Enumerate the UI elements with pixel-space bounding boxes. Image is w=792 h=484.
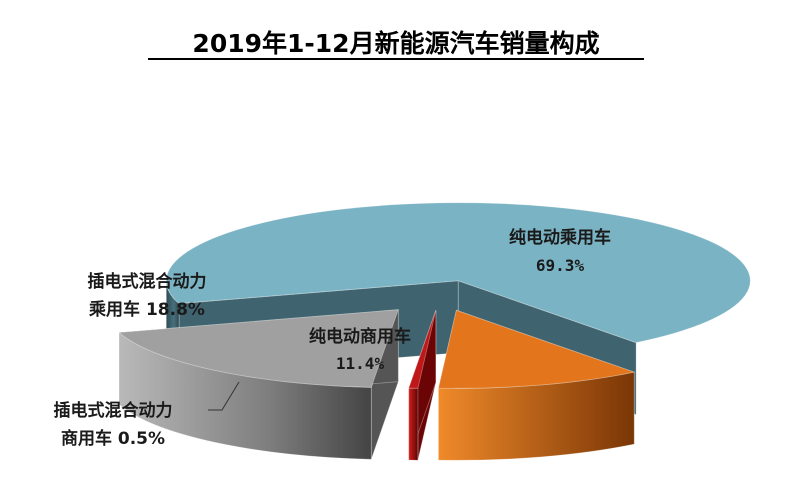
label-phev-commercial-line1: 插电式混合动力 <box>54 400 173 421</box>
slice-phev-passenger-top <box>118 309 399 388</box>
label-bev-commercial-value: 11.4% <box>336 354 385 373</box>
slice-phev-passenger <box>118 309 399 460</box>
slice-bev-passenger-top <box>165 202 751 344</box>
label-phev-commercial-line2: 商用车 0.5% <box>61 428 165 449</box>
slice-bev-commercial-top <box>437 309 636 389</box>
label-phev-passenger-line1: 插电式混合动力 <box>88 271 207 292</box>
label-bev-passenger-value: 69.3% <box>536 256 585 275</box>
slice-phev-commercial-rim <box>408 387 419 461</box>
chart-title: 2019年1-12月新能源汽车销量构成 <box>192 29 599 58</box>
leader-line-phev-commercial <box>208 381 240 411</box>
slice-phev-commercial-top <box>408 310 437 389</box>
slice-phev-commercial <box>408 310 437 461</box>
label-bev-commercial-name: 纯电动商用车 <box>309 326 411 347</box>
label-bev-passenger-name: 纯电动乘用车 <box>509 227 611 248</box>
label-phev-passenger-line2: 乘用车 18.8% <box>88 299 205 320</box>
slice-bev-commercial <box>437 309 636 461</box>
